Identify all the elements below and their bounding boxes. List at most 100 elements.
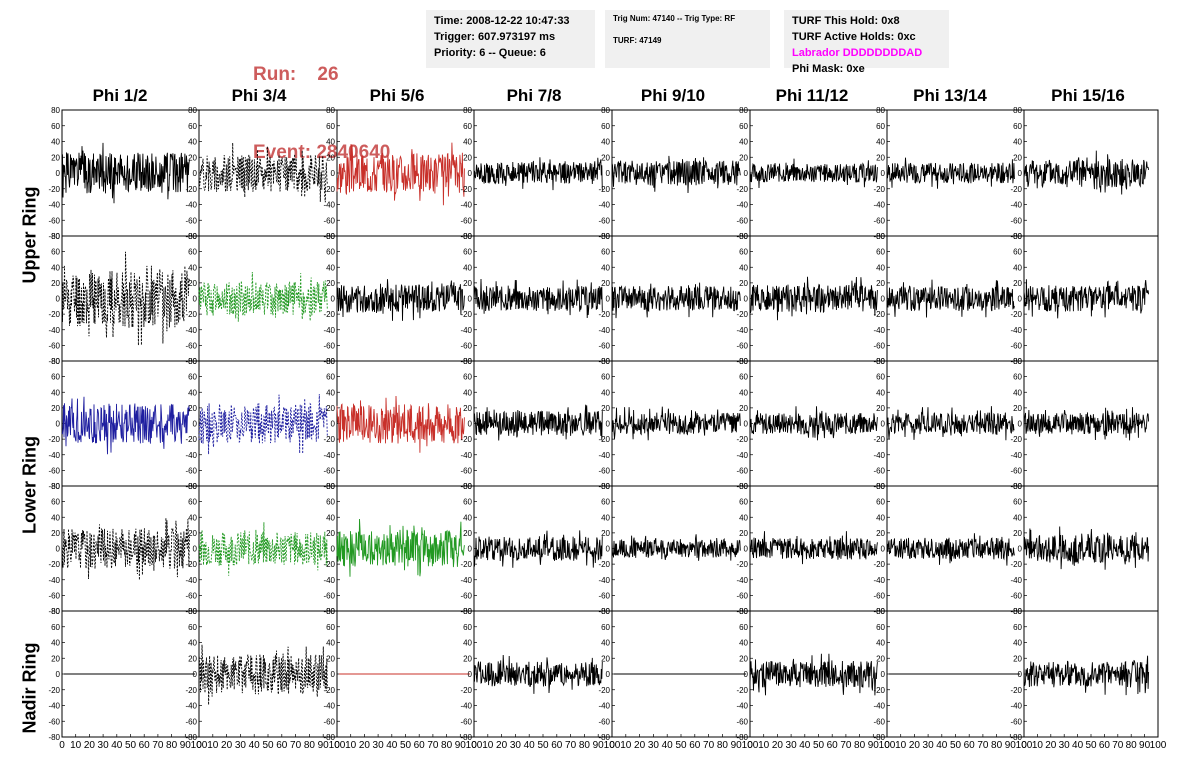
waveform-trace (61, 142, 190, 204)
waveform-trace (1023, 655, 1150, 696)
y-tick-label: -60 (460, 466, 472, 475)
waveform-trace (336, 395, 465, 453)
y-tick-label: -20 (736, 686, 748, 695)
y-tick-label: -20 (736, 435, 748, 444)
x-tick-label: 100 (191, 740, 208, 751)
x-tick-label: 40 (662, 740, 674, 751)
y-tick-label: 40 (1013, 138, 1022, 147)
x-tick-label: 70 (290, 740, 302, 751)
x-tick-label: 10 (620, 740, 632, 751)
y-tick-label: -80 (1010, 733, 1022, 742)
y-tick-label: 40 (876, 138, 885, 147)
x-tick-label: 30 (923, 740, 935, 751)
y-tick-label: -20 (873, 560, 885, 569)
waveform-trace (473, 278, 603, 319)
y-tick-label: 20 (51, 529, 60, 538)
y-tick-label: 80 (188, 357, 197, 366)
x-tick-label: 0 (747, 740, 753, 751)
y-tick-label: -20 (1010, 435, 1022, 444)
y-tick-label: 80 (876, 357, 885, 366)
y-tick-label: -60 (598, 466, 610, 475)
y-tick-label: -20 (736, 185, 748, 194)
y-tick-label: -40 (460, 451, 472, 460)
y-tick-label: -40 (460, 201, 472, 210)
y-tick-label: -20 (323, 435, 335, 444)
x-tick-label: 20 (772, 740, 784, 751)
y-tick-label: 60 (326, 623, 335, 632)
y-tick-label: -40 (598, 201, 610, 210)
waveform-trace (886, 533, 1015, 566)
y-tick-label: 80 (876, 607, 885, 616)
y-tick-label: 60 (739, 623, 748, 632)
column-title-phi-15-16: Phi 15/16 (1051, 86, 1125, 105)
x-tick-label: 100 (742, 740, 759, 751)
y-tick-label: -60 (323, 717, 335, 726)
x-tick-label: 0 (59, 740, 65, 751)
y-tick-label: -40 (185, 702, 197, 711)
y-tick-label: 20 (1013, 404, 1022, 413)
x-tick-label: 70 (840, 740, 852, 751)
waveform-trace (611, 534, 741, 561)
y-tick-label: 60 (188, 623, 197, 632)
phi-mask: Phi Mask: 0xe (792, 63, 865, 75)
y-tick-label: -40 (48, 451, 60, 460)
y-tick-label: 40 (51, 138, 60, 147)
y-tick-label: -60 (185, 466, 197, 475)
y-tick-label: 20 (51, 153, 60, 162)
y-tick-label: 60 (1013, 248, 1022, 257)
waveform-trace (1023, 407, 1150, 441)
y-tick-label: -60 (598, 591, 610, 600)
y-tick-label: 20 (601, 404, 610, 413)
y-tick-label: 0 (193, 670, 198, 679)
y-tick-label: -40 (323, 201, 335, 210)
y-tick-label: -40 (185, 326, 197, 335)
x-tick-label: 70 (152, 740, 164, 751)
y-tick-label: 60 (188, 498, 197, 507)
x-tick-label: 70 (977, 740, 989, 751)
y-tick-label: 20 (876, 153, 885, 162)
y-tick-label: -60 (873, 591, 885, 600)
y-tick-label: 20 (739, 153, 748, 162)
y-tick-label: 40 (1013, 263, 1022, 272)
y-tick-label: -80 (185, 733, 197, 742)
y-tick-label: -20 (460, 310, 472, 319)
y-tick-label: 80 (876, 232, 885, 241)
y-tick-label: 20 (876, 529, 885, 538)
waveform-trace (473, 654, 603, 694)
x-tick-label: 30 (1059, 740, 1071, 751)
y-tick-label: 80 (326, 357, 335, 366)
y-tick-label: 20 (739, 404, 748, 413)
y-tick-label: 60 (1013, 623, 1022, 632)
x-tick-label: 60 (139, 740, 151, 751)
x-tick-label: 0 (471, 740, 477, 751)
y-tick-label: 80 (739, 482, 748, 491)
y-tick-label: -40 (736, 451, 748, 460)
y-tick-label: 0 (468, 295, 473, 304)
y-tick-label: -60 (460, 341, 472, 350)
y-tick-label: 40 (326, 639, 335, 648)
x-tick-label: 10 (70, 740, 82, 751)
y-tick-label: 0 (606, 169, 611, 178)
waveform-trace (473, 157, 603, 191)
y-tick-label: 0 (606, 420, 611, 429)
y-tick-label: -40 (48, 201, 60, 210)
x-tick-label: 20 (1045, 740, 1057, 751)
x-tick-label: 70 (565, 740, 577, 751)
x-tick-label: 90 (1139, 740, 1151, 751)
y-tick-label: 40 (463, 513, 472, 522)
y-tick-label: -40 (1010, 702, 1022, 711)
y-tick-label: 0 (468, 420, 473, 429)
waveform-trace (198, 522, 328, 576)
x-tick-label: 70 (427, 740, 439, 751)
y-tick-label: 20 (188, 404, 197, 413)
y-tick-label: -20 (48, 310, 60, 319)
y-tick-label: -60 (736, 341, 748, 350)
y-tick-label: 20 (1013, 654, 1022, 663)
y-tick-label: 0 (606, 545, 611, 554)
y-tick-label: -20 (460, 686, 472, 695)
